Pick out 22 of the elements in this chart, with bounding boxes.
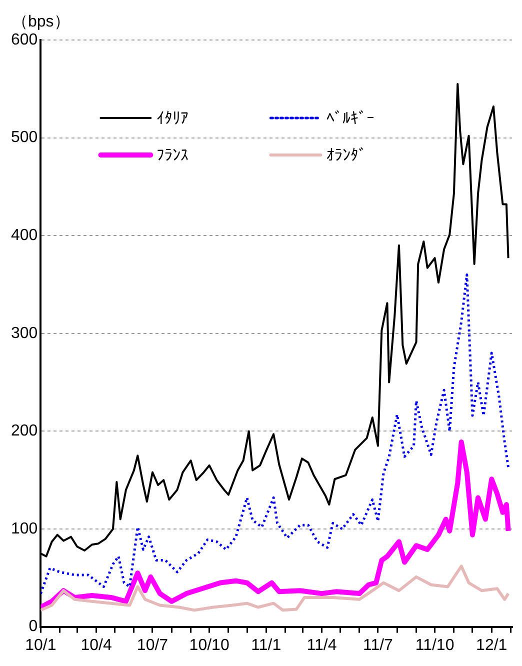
y-tick-label: 400 [10,227,38,244]
y-tick-label: 200 [10,422,38,440]
x-tick-label: 10/4 [80,636,112,654]
x-tick-label: 12/1 [476,636,508,654]
y-tick-label: 0 [28,618,38,636]
x-tick-label: 10/1 [25,636,56,654]
legend-label: ｵﾗﾝﾀﾞ [326,146,367,164]
y-tick-label: 600 [10,31,38,48]
y-axis-title: （bps） [12,13,70,30]
x-tick-label: 11/10 [415,636,454,654]
y-tick-label: 500 [10,129,38,146]
y-tick-label: 100 [10,520,38,538]
line-series [40,273,510,595]
legend-label: ﾌﾗﾝｽ [156,147,189,164]
legend-label: ﾍﾞﾙｷﾞｰ [326,109,375,128]
x-tick-label: 11/7 [362,636,394,654]
legend-label: ｲﾀﾘｱ [156,110,189,128]
x-tick-label: 10/10 [189,636,230,654]
x-tick-label: 10/7 [136,636,168,654]
y-tick-label: 300 [10,324,38,342]
x-tick-label: 11/1 [251,636,282,654]
x-tick-label: 11/4 [306,636,337,654]
